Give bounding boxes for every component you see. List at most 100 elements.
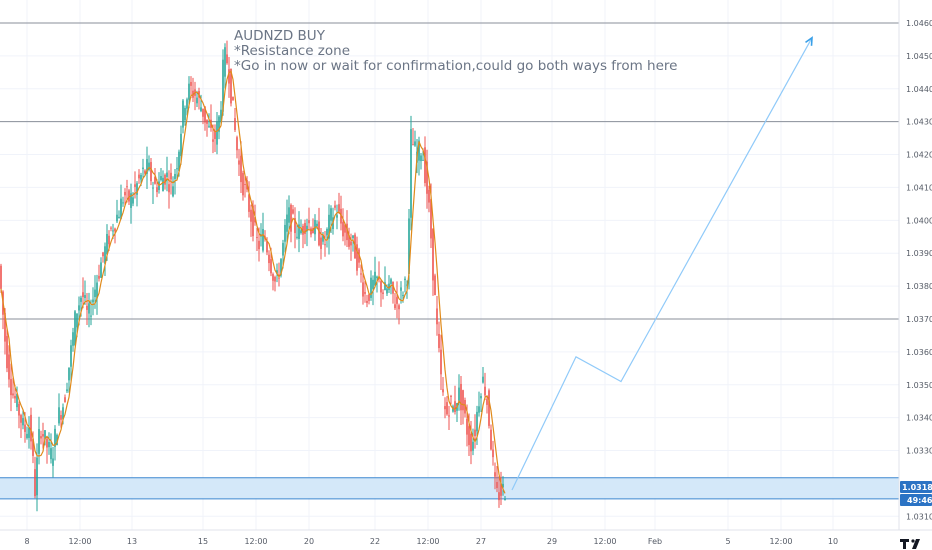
time-axis[interactable]: 8 12:00 13 15 12:00 20 22 12:00 27 29 12:00 Feb 5 12:…	[24, 537, 838, 546]
candle-body	[324, 244, 326, 246]
candle-body	[62, 407, 64, 420]
candle-body	[362, 282, 364, 297]
candle-body	[248, 194, 250, 212]
candle-body	[368, 294, 370, 301]
candle-body	[168, 184, 170, 193]
price-axis[interactable]: 1.04600 1.04500 1.04400 1.04300 1.04200 1.041…	[906, 19, 932, 521]
candle-body	[438, 333, 440, 349]
candle-body	[294, 218, 296, 234]
candle-body	[394, 304, 396, 309]
projection-arrowhead	[805, 36, 813, 46]
time-tick-label: 12:00	[68, 537, 91, 546]
candle-body	[224, 47, 226, 77]
candle-body	[148, 162, 150, 170]
time-tick-label: 12:00	[416, 537, 439, 546]
candle-body	[92, 299, 94, 303]
candle-body	[376, 276, 378, 278]
candle-body	[336, 215, 338, 218]
candle-body	[220, 109, 222, 123]
candle-body	[350, 241, 352, 246]
candle-body	[218, 116, 220, 132]
candle-body	[12, 393, 14, 396]
price-tick-label: 1.04600	[906, 19, 932, 28]
candle-body	[138, 174, 140, 179]
candle-body	[372, 279, 374, 289]
candle-body	[232, 96, 234, 101]
candle-body	[16, 393, 18, 408]
candle-body	[262, 229, 264, 251]
candle-body	[4, 312, 6, 342]
candle-body	[410, 129, 412, 218]
candle-body	[466, 419, 468, 435]
candle-body	[186, 99, 188, 109]
time-tick-label: 12:00	[769, 537, 792, 546]
candle-body	[300, 230, 302, 234]
time-tick-label: 22	[370, 537, 380, 546]
candle-body	[150, 162, 152, 182]
candle-body	[216, 121, 218, 145]
candle-body	[154, 176, 156, 184]
price-tick-label: 1.03900	[906, 249, 932, 258]
candle-body	[208, 125, 210, 127]
candle-body	[404, 278, 406, 281]
price-tick-label: 1.04200	[906, 151, 932, 160]
candle-body	[252, 205, 254, 237]
candle-body	[288, 207, 290, 223]
candle-body	[316, 223, 318, 227]
candle-body	[272, 274, 274, 281]
annotation-line: *Resistance zone	[234, 43, 350, 59]
candle-body	[478, 406, 480, 413]
candle-body	[18, 403, 20, 416]
candle-body	[356, 244, 358, 271]
candle-body	[330, 208, 332, 221]
candle-body	[54, 428, 56, 447]
candle-body	[160, 176, 162, 180]
candle-body	[206, 119, 208, 124]
candle-body	[88, 303, 90, 314]
candle-body	[164, 174, 166, 185]
candle-body	[270, 259, 272, 274]
candle-body	[360, 273, 362, 275]
candle-body	[450, 395, 452, 397]
candle-body	[424, 147, 426, 184]
candle-body	[306, 225, 308, 232]
candle-body	[176, 168, 178, 170]
candle-body	[428, 189, 430, 203]
tradingview-logo[interactable]	[898, 536, 932, 550]
candle-body	[504, 498, 506, 500]
candle-body	[502, 483, 504, 488]
moving-average-line	[0, 70, 506, 494]
candle-body	[484, 386, 486, 396]
candle-body	[302, 225, 304, 235]
candle-body	[432, 228, 434, 281]
candle-body	[0, 265, 2, 289]
candle-body	[398, 305, 400, 310]
candle-body	[268, 254, 270, 264]
candle-body	[76, 313, 78, 328]
candle-body	[406, 284, 408, 286]
candle-body	[40, 436, 42, 439]
time-tick-label: Feb	[648, 537, 662, 546]
candle-body	[414, 141, 416, 146]
candle-body	[468, 426, 470, 446]
candle-body	[500, 483, 502, 496]
candle-body	[280, 259, 282, 276]
support-zone	[0, 477, 899, 500]
time-tick-label: 27	[476, 537, 486, 546]
candle-body	[98, 275, 100, 279]
candle-body	[182, 100, 184, 128]
candle-body	[108, 235, 110, 245]
candle-body	[328, 214, 330, 239]
candle-body	[110, 227, 112, 229]
candle-body	[402, 295, 404, 297]
candle-body	[396, 297, 398, 304]
candle-body	[242, 172, 244, 196]
candle-body	[136, 183, 138, 195]
candle-body	[70, 345, 72, 367]
candle-body	[78, 305, 80, 311]
candle-body	[276, 270, 278, 274]
candle-body	[346, 223, 348, 241]
candle-body	[44, 430, 46, 440]
candles	[0, 40, 506, 512]
price-tick-label: 1.03500	[906, 381, 932, 390]
